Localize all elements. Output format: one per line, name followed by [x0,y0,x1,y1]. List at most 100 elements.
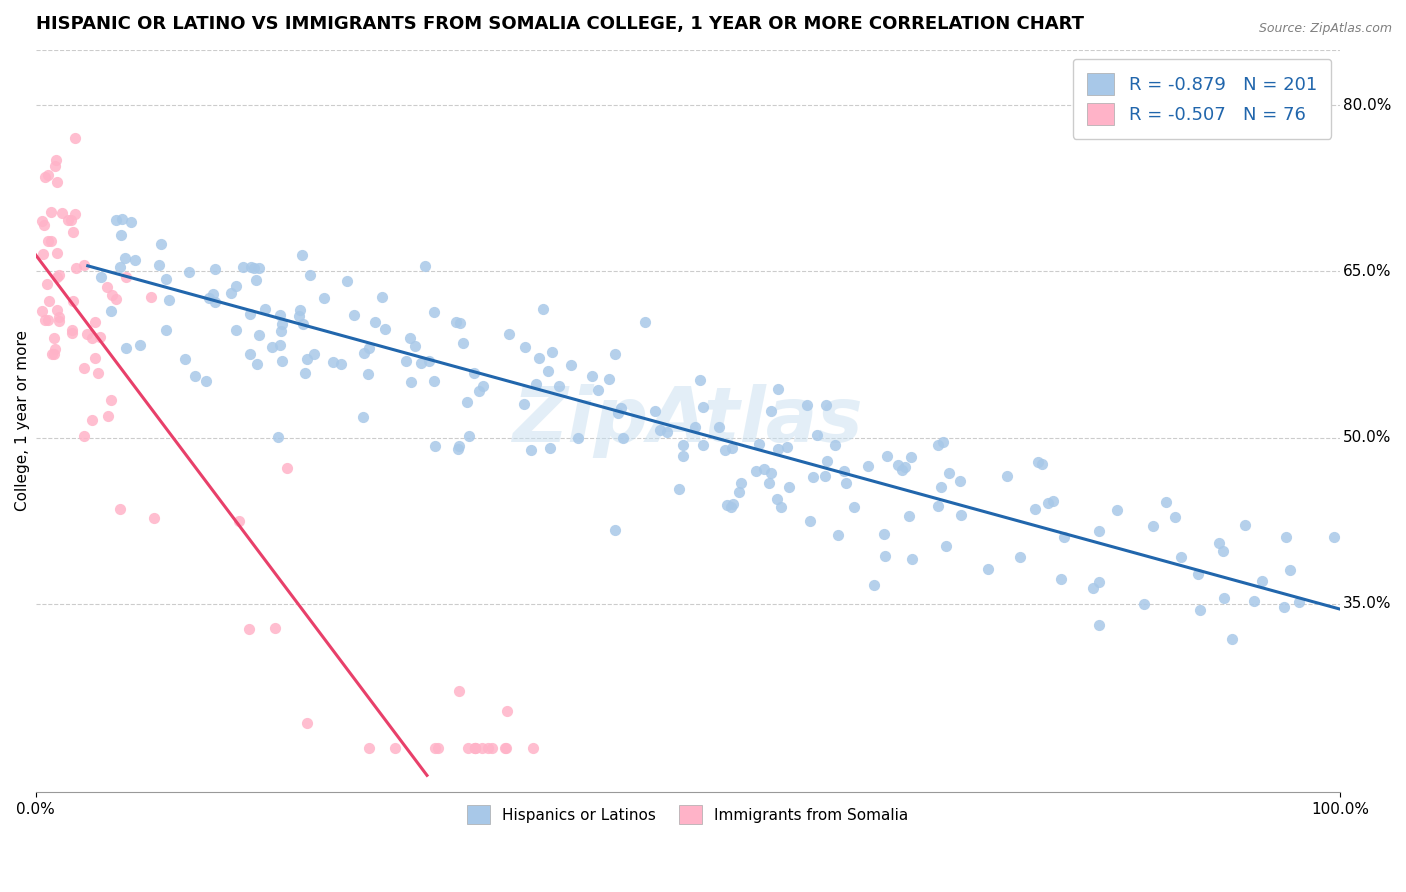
Point [84,351,107,366]
Point [692,438,714,452]
Point [302,347,325,361]
Point [458,428,481,442]
Point [44,347,66,361]
Point [447,442,470,457]
Point [527,351,550,365]
Point [31,247,53,261]
Point [935,539,957,553]
Point [446,315,468,329]
Point [364,315,387,329]
Point [155,272,177,286]
Point [495,740,517,755]
Point [404,339,426,353]
Point [247,328,270,343]
Point [929,480,952,494]
Point [1250,574,1272,588]
Point [276,460,298,475]
Point [477,740,499,755]
Point [834,464,856,478]
Point [1243,594,1265,608]
Point [105,213,128,227]
Point [198,291,221,305]
Point [142,510,165,524]
Point [34,218,56,232]
Point [73,429,96,443]
Point [232,260,254,275]
Point [683,420,706,434]
Point [581,369,603,384]
Point [464,740,486,755]
Point [672,438,695,452]
Point [765,492,787,507]
Point [423,439,446,453]
Point [157,293,180,307]
Point [901,552,924,566]
Point [110,227,132,242]
Point [271,353,294,368]
Point [129,338,152,352]
Text: Source: ZipAtlas.com: Source: ZipAtlas.com [1258,22,1392,36]
Point [46,303,69,318]
Point [34,170,56,185]
Point [221,285,243,300]
Point [1088,524,1111,538]
Point [1212,591,1234,606]
Point [799,514,821,528]
Point [950,508,973,523]
Point [1053,530,1076,544]
Point [1142,519,1164,533]
Text: 65.0%: 65.0% [1343,264,1392,279]
Point [48,268,70,282]
Point [48,310,70,324]
Point [51,206,73,220]
Point [931,435,953,450]
Point [730,475,752,490]
Point [766,442,789,456]
Point [447,684,470,698]
Point [533,301,555,316]
Point [97,409,120,423]
Point [720,500,742,514]
Point [977,562,1000,576]
Point [395,354,418,368]
Point [65,261,87,276]
Point [262,340,284,354]
Point [1010,550,1032,565]
Point [100,304,122,318]
Point [423,740,446,755]
Point [413,259,436,273]
Point [37,234,59,248]
Point [31,304,53,318]
Point [449,316,471,330]
Point [269,338,291,352]
Point [139,290,162,304]
Point [312,291,335,305]
Point [468,384,491,398]
Point [548,379,571,393]
Point [100,392,122,407]
Point [887,458,910,473]
Point [449,440,471,454]
Point [291,248,314,262]
Point [536,363,558,377]
Point [949,474,972,488]
Point [418,354,440,368]
Text: 80.0%: 80.0% [1343,98,1392,112]
Point [494,740,516,755]
Point [873,549,896,563]
Point [471,379,494,393]
Point [752,462,775,476]
Point [522,740,544,755]
Point [648,423,671,437]
Point [267,430,290,444]
Point [299,268,322,282]
Point [1164,510,1187,524]
Point [513,397,536,411]
Point [541,345,564,359]
Point [287,309,309,323]
Point [1234,517,1257,532]
Point [90,270,112,285]
Point [1323,530,1346,544]
Point [893,460,915,475]
Point [603,523,626,537]
